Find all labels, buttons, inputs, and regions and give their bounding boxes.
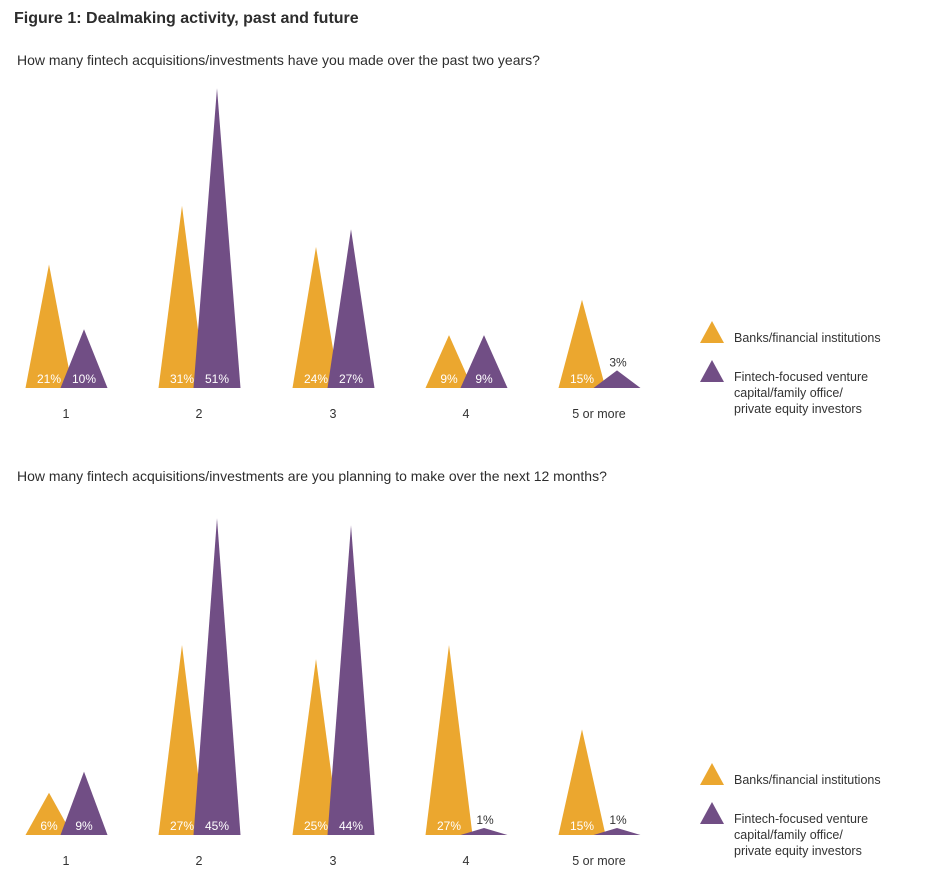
data-label-vc-1: 9% (75, 819, 93, 833)
legend-triangle-banks-icon (700, 321, 724, 343)
data-label-banks-2: 27% (170, 819, 194, 833)
legend-label-vc-line-1: Fintech-focused venture (734, 812, 869, 826)
data-label-vc-2: 51% (205, 372, 229, 386)
category-label: 2 (196, 407, 203, 421)
data-label-banks-4: 27% (437, 819, 461, 833)
legend-label-vc-line-3: private equity investors (734, 402, 862, 416)
triangle-vc-3 (327, 229, 375, 388)
chart-past-two-years: 21% 10% 1 31% 51% 2 24% 27% 3 9% 9% 4 15% 3% 5 or more (25, 88, 641, 421)
data-label-banks-1: 21% (37, 372, 61, 386)
chart-1-question: How many fintech acquisitions/investment… (17, 52, 540, 68)
figure-title: Figure 1: Dealmaking activity, past and … (14, 10, 359, 27)
legend-label-vc-line-2: capital/family office/ (734, 828, 843, 842)
chart-next-12-months: 6% 9% 1 27% 45% 2 25% 44% 3 27% 1% 4 15% 1% 5 or more (25, 518, 641, 868)
triangle-banks-2 (158, 644, 206, 835)
triangle-banks-5 (558, 729, 606, 835)
data-label-banks-2: 31% (170, 372, 194, 386)
data-label-banks-1: 6% (40, 819, 58, 833)
category-label: 3 (330, 854, 337, 868)
triangle-vc-1 (60, 329, 108, 388)
legend-item-vc: Fintech-focused venture capital/family o… (700, 360, 881, 417)
triangle-banks-3 (292, 659, 340, 835)
chart-2-question: How many fintech acquisitions/investment… (17, 468, 607, 484)
data-label-vc-4: 1% (476, 813, 494, 827)
data-label-banks-5: 15% (570, 819, 594, 833)
category-label: 4 (463, 407, 470, 421)
legend-label-banks: Banks/financial institutions (734, 331, 881, 345)
category-label: 5 or more (572, 407, 626, 421)
triangle-banks-3 (292, 246, 340, 388)
category-label: 3 (330, 407, 337, 421)
triangle-vc-2 (193, 518, 241, 835)
triangle-banks-1 (25, 264, 73, 388)
data-label-banks-3: 25% (304, 819, 328, 833)
category-label: 2 (196, 854, 203, 868)
data-label-banks-5: 15% (570, 372, 594, 386)
data-label-banks-4: 9% (440, 372, 458, 386)
data-label-vc-2: 45% (205, 819, 229, 833)
legend-item-vc: Fintech-focused venture capital/family o… (700, 802, 881, 859)
category-label: 4 (463, 854, 470, 868)
data-label-vc-3: 27% (339, 372, 363, 386)
legend-label-banks: Banks/financial institutions (734, 773, 881, 787)
legend-label-vc-line-1: Fintech-focused venture (734, 370, 869, 384)
category-label: 1 (63, 854, 70, 868)
triangle-vc-5 (593, 370, 641, 388)
data-label-vc-1: 10% (72, 372, 96, 386)
triangle-vc-1 (60, 771, 108, 835)
data-label-vc-5: 1% (609, 813, 627, 827)
legend-triangle-vc-icon (700, 802, 724, 824)
triangle-vc-4 (460, 827, 508, 835)
triangle-banks-4 (425, 644, 473, 835)
triangle-banks-2 (158, 205, 206, 388)
legend-label-vc-line-2: capital/family office/ (734, 386, 843, 400)
data-label-vc-4: 9% (475, 372, 493, 386)
legend-label-vc-line-3: private equity investors (734, 844, 862, 858)
triangle-banks-1 (25, 792, 73, 835)
data-label-vc-5: 3% (609, 355, 627, 369)
data-label-vc-3: 44% (339, 819, 363, 833)
triangle-banks-4 (425, 335, 473, 388)
legend-item-banks: Banks/financial institutions (700, 763, 881, 788)
triangle-vc-5 (593, 827, 641, 835)
triangle-vc-3 (327, 525, 375, 835)
category-label: 5 or more (572, 854, 626, 868)
triangle-vc-2 (193, 88, 241, 389)
legend-item-banks: Banks/financial institutions (700, 321, 881, 346)
chart-1-legend: Banks/financial institutions Fintech-foc… (700, 321, 881, 431)
legend-triangle-banks-icon (700, 763, 724, 785)
category-label: 1 (63, 407, 70, 421)
chart-2-legend: Banks/financial institutions Fintech-foc… (700, 763, 881, 873)
legend-triangle-vc-icon (700, 360, 724, 382)
triangle-vc-4 (460, 335, 508, 388)
triangle-banks-5 (558, 299, 606, 388)
data-label-banks-3: 24% (304, 372, 328, 386)
